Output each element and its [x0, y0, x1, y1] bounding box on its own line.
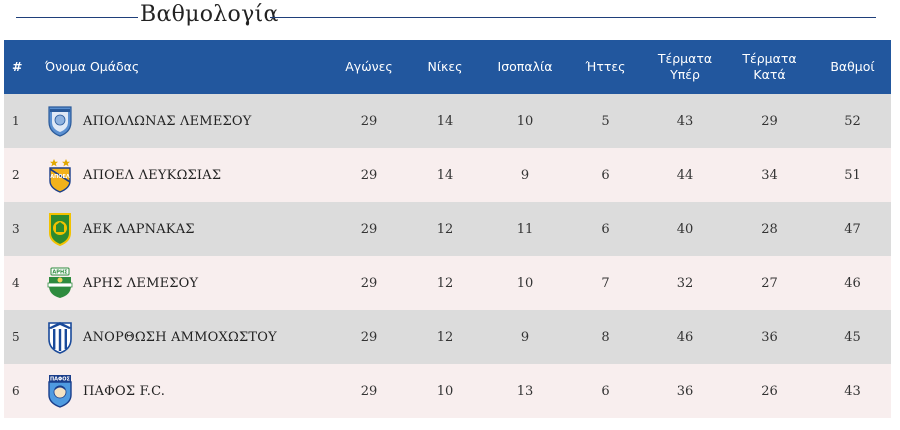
row-draws: 11: [516, 221, 534, 237]
row-rank: 3: [12, 222, 20, 236]
header-draws: Ισοπαλία: [497, 59, 553, 74]
row-losses: 8: [601, 329, 610, 345]
header-played: Αγώνες: [345, 59, 393, 74]
row-rank: 6: [12, 384, 20, 398]
row-goals-for: 36: [676, 383, 694, 399]
apoel-crest-icon: ΑΠΟΕΛ: [43, 156, 77, 194]
row-points: 47: [844, 221, 861, 237]
row-team[interactable]: ΠΑΦΟΣ ΠΑΦΟΣ F.C.: [41, 364, 332, 418]
apoel-crest-text: ΑΠΟΕΛ: [50, 174, 70, 180]
header-goals-against-line1: Τέρματα: [742, 51, 797, 66]
row-draws: 9: [520, 167, 530, 183]
row-draws: 10: [516, 275, 534, 291]
table-row[interactable]: 2 ΑΠΟΕΛ ΑΠΟΕΛ ΛΕΥΚΩΣΙΑΣ 29: [4, 148, 891, 202]
row-losses: 5: [601, 113, 610, 129]
team-name[interactable]: ΑΕΚ ΛΑΡΝΑΚΑΣ: [83, 221, 195, 237]
row-wins: 14: [436, 167, 454, 183]
pafos-crest-icon: ΠΑΦΟΣ: [43, 372, 77, 410]
row-points: 52: [844, 113, 861, 129]
row-goals-against: 27: [761, 275, 778, 291]
team-name[interactable]: ΑΠΟΕΛ ΛΕΥΚΩΣΙΑΣ: [83, 167, 222, 183]
row-goals-for: 40: [676, 221, 694, 237]
header-points: Βαθμοί: [830, 59, 875, 74]
aek-crest-icon: [43, 210, 77, 248]
heading-rule-left: [16, 17, 138, 18]
heading-rule-right: [270, 17, 876, 18]
team-name[interactable]: ΑΠΟΛΛΩΝΑΣ ΛΕΜΕΣΟΥ: [83, 113, 252, 129]
row-goals-against: 28: [761, 221, 778, 237]
standings-table: # Όνομα Ομάδας Αγώνες Νίκες Ισοπαλία Ήττ…: [4, 40, 891, 418]
row-losses: 7: [601, 275, 610, 291]
row-team[interactable]: ΑΠΟΛΛΩΝΑΣ ΛΕΜΕΣΟΥ: [41, 94, 332, 148]
row-wins: 10: [436, 383, 454, 399]
table-row[interactable]: 6 ΠΑΦΟΣ ΠΑΦΟΣ F.C. 29 10: [4, 364, 891, 418]
header-goals-against: Τέρματα Κατά: [725, 40, 814, 94]
header-wins: Νίκες: [427, 59, 463, 74]
header-goals-for: Τέρματα Υπέρ: [645, 40, 725, 94]
row-played: 29: [360, 113, 378, 129]
row-goals-against: 29: [761, 113, 778, 129]
row-points: 51: [844, 167, 861, 183]
row-played: 29: [360, 167, 378, 183]
header-goals-for-line2: Υπέρ: [670, 67, 700, 82]
header-team: Όνομα Ομάδας: [45, 59, 140, 74]
row-goals-for: 32: [676, 275, 694, 291]
header-row: # Όνομα Ομάδας Αγώνες Νίκες Ισοπαλία Ήττ…: [4, 40, 891, 94]
row-draws: 9: [520, 329, 530, 345]
row-wins: 14: [436, 113, 454, 129]
aris-crest-text: ΑΡΗΣ: [52, 270, 68, 276]
header-goals-against-line2: Κατά: [753, 67, 786, 82]
row-team[interactable]: ΑΡΗΣ ΑΡΗΣ ΛΕΜΕΣΟΥ: [41, 256, 332, 310]
row-goals-for: 46: [676, 329, 694, 345]
row-draws: 13: [516, 383, 534, 399]
row-played: 29: [360, 221, 378, 237]
table-row[interactable]: 1 ΑΠΟΛΛΩΝΑΣ ΛΕΜΕΣΟΥ 29 14 10: [4, 94, 891, 148]
apollon-crest-icon: [43, 102, 77, 140]
row-played: 29: [360, 275, 378, 291]
table-header: # Όνομα Ομάδας Αγώνες Νίκες Ισοπαλία Ήττ…: [4, 40, 891, 94]
header-rank: #: [12, 59, 23, 74]
row-goals-for: 44: [676, 167, 694, 183]
pafos-crest-text: ΠΑΦΟΣ: [50, 377, 71, 383]
row-played: 29: [360, 383, 378, 399]
row-played: 29: [360, 329, 378, 345]
row-goals-against: 34: [761, 167, 778, 183]
row-wins: 12: [436, 275, 454, 291]
section-title: Βαθμολογία: [140, 2, 279, 27]
row-rank: 2: [12, 168, 20, 182]
table-row[interactable]: 5 ΑΝΟΡΘΩΣΗ ΑΜΜΟΧΩΣΤΟΥ 29: [4, 310, 891, 364]
row-goals-for: 43: [676, 113, 694, 129]
row-team[interactable]: ΑΠΟΕΛ ΑΠΟΕΛ ΛΕΥΚΩΣΙΑΣ: [41, 148, 332, 202]
row-losses: 6: [601, 221, 610, 237]
row-goals-against: 36: [761, 329, 778, 345]
row-losses: 6: [601, 167, 610, 183]
row-draws: 10: [516, 113, 534, 129]
table-row[interactable]: 3 ΑΕΚ ΛΑΡΝΑΚΑΣ 29 12 11 6 40: [4, 202, 891, 256]
standings-heading: Βαθμολογία: [0, 0, 900, 36]
row-team[interactable]: ΑΕΚ ΛΑΡΝΑΚΑΣ: [41, 202, 332, 256]
table-row[interactable]: 4 ΑΡΗΣ ΑΡΗΣ ΛΕΜΕΣΟΥ 29 1: [4, 256, 891, 310]
row-rank: 5: [12, 330, 20, 344]
row-points: 46: [844, 275, 861, 291]
row-points: 45: [844, 329, 861, 345]
aris-crest-icon: ΑΡΗΣ: [43, 264, 77, 302]
team-name[interactable]: ΑΝΟΡΘΩΣΗ ΑΜΜΟΧΩΣΤΟΥ: [83, 329, 277, 345]
header-losses: Ήττες: [585, 59, 626, 74]
row-points: 43: [844, 383, 861, 399]
row-team[interactable]: ΑΝΟΡΘΩΣΗ ΑΜΜΟΧΩΣΤΟΥ: [41, 310, 332, 364]
row-goals-against: 26: [761, 383, 778, 399]
team-name[interactable]: ΑΡΗΣ ΛΕΜΕΣΟΥ: [83, 275, 199, 291]
table-body: 1 ΑΠΟΛΛΩΝΑΣ ΛΕΜΕΣΟΥ 29 14 10: [4, 94, 891, 418]
header-goals-for-line1: Τέρματα: [657, 51, 713, 66]
row-rank: 1: [12, 114, 20, 128]
team-name[interactable]: ΠΑΦΟΣ F.C.: [83, 383, 166, 399]
row-wins: 12: [436, 221, 454, 237]
anorthosis-crest-icon: [43, 318, 77, 356]
row-losses: 6: [601, 383, 610, 399]
row-rank: 4: [12, 276, 20, 290]
row-wins: 12: [436, 329, 454, 345]
